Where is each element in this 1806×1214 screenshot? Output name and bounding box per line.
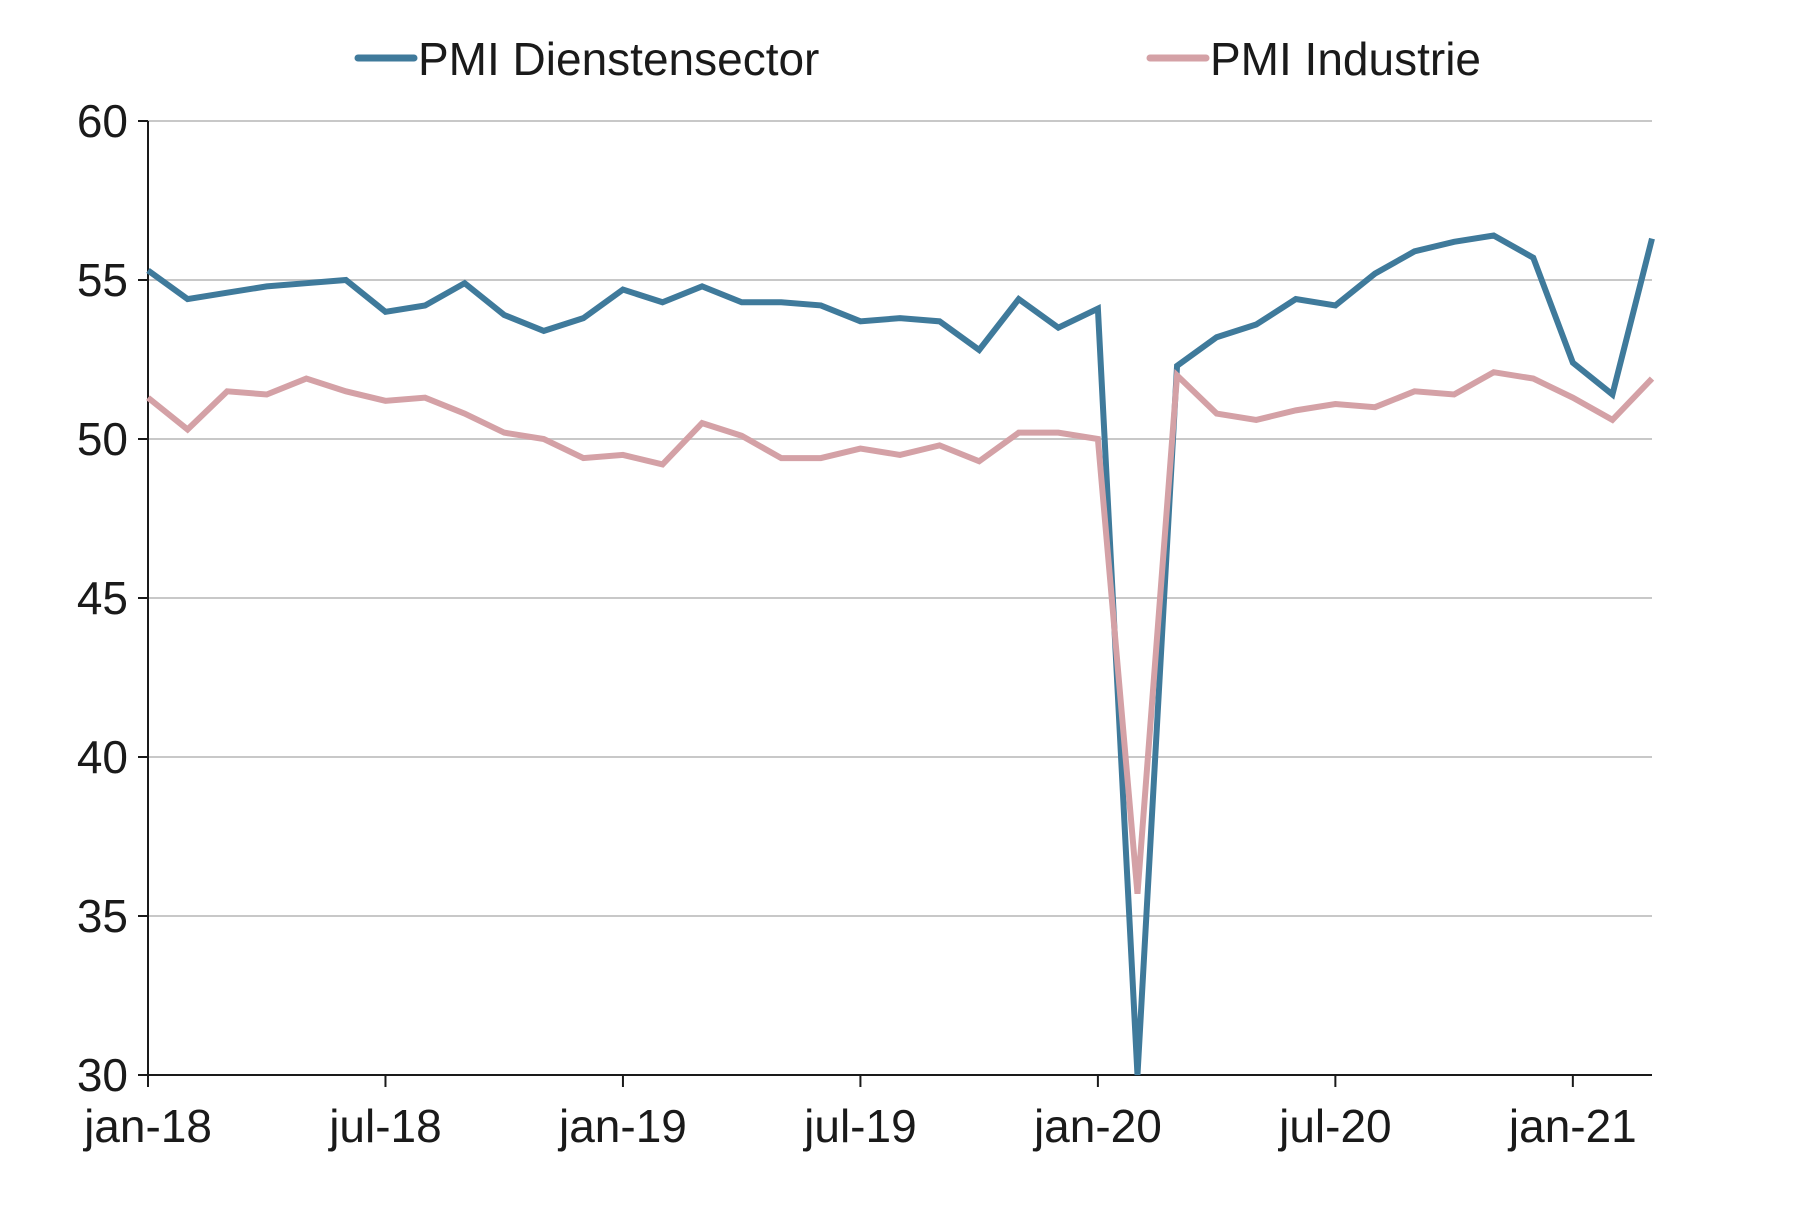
y-tick-label: 30 — [77, 1049, 128, 1101]
x-tick-label: jan-21 — [1507, 1100, 1637, 1152]
y-tick-label: 40 — [77, 731, 128, 783]
axes: 30 35 40 45 50 55 60 jan-18 jul-18 jan-19 jul-19 ja… — [77, 95, 1652, 1152]
y-tick-label: 50 — [77, 413, 128, 465]
series-lines — [146, 232, 1655, 1076]
x-tick-label: jan-18 — [82, 1100, 212, 1152]
x-tick-label: jan-20 — [1032, 1100, 1162, 1152]
x-tick-label: jul-18 — [327, 1100, 442, 1152]
legend-label: PMI Dienstensector — [418, 33, 819, 85]
y-tick-label: 60 — [77, 95, 128, 147]
x-tick-label: jan-19 — [557, 1100, 687, 1152]
series-line-dienstensector — [146, 232, 1655, 1076]
x-tick-label: jul-19 — [802, 1100, 917, 1152]
y-tick-label: 55 — [77, 254, 128, 306]
series-line-industrie — [146, 368, 1655, 895]
x-tick-label: jul-20 — [1277, 1100, 1392, 1152]
y-tick-label: 45 — [77, 572, 128, 624]
y-tick-label: 35 — [77, 890, 128, 942]
gridlines — [148, 120, 1652, 917]
legend: PMI Dienstensector PMI Industrie — [354, 33, 1481, 85]
legend-label: PMI Industrie — [1210, 33, 1481, 85]
